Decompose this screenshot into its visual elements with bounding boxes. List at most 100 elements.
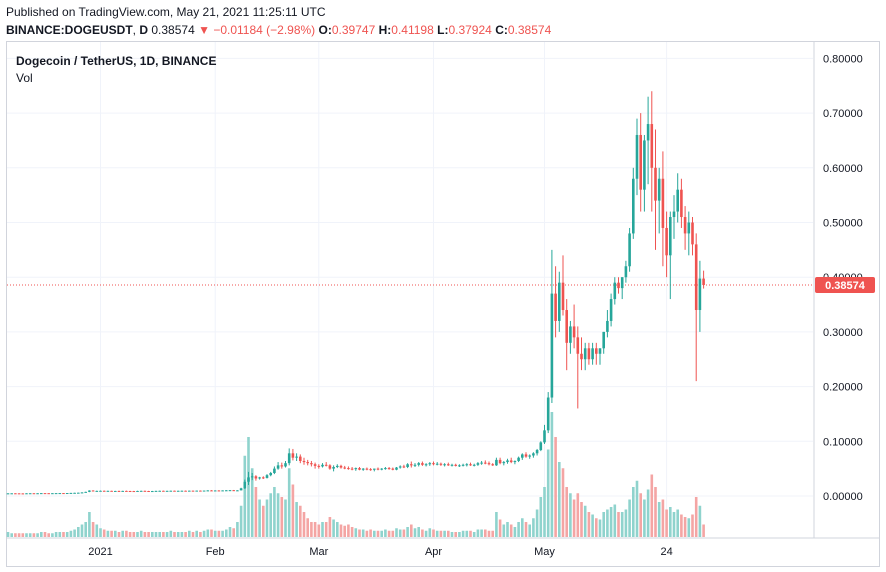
volume-bar	[84, 522, 87, 537]
volume-bar	[676, 509, 679, 537]
candle-body	[306, 462, 309, 464]
volume-bar	[635, 480, 639, 537]
candle-body	[117, 490, 121, 492]
candle-body	[236, 490, 239, 492]
candle-body	[454, 464, 457, 466]
price-tick-label: 0.10000	[823, 436, 863, 448]
candle-body	[232, 490, 235, 492]
volume-bar	[694, 497, 698, 537]
candle-body	[154, 490, 158, 492]
candle-body	[620, 277, 624, 289]
candle-body	[435, 463, 439, 465]
volume-bar	[36, 533, 39, 537]
volume-bar	[609, 507, 613, 537]
volume-bar	[147, 532, 150, 537]
candle-body	[447, 464, 450, 466]
volume-bar	[250, 468, 254, 537]
volume-bar	[28, 533, 32, 537]
candle-body	[646, 124, 650, 141]
candle-body	[62, 493, 65, 495]
volume-bar	[77, 527, 80, 537]
volume-bar	[406, 527, 409, 537]
volume-bar	[317, 524, 321, 537]
candle-body	[358, 468, 361, 470]
candle-body	[380, 468, 383, 470]
candle-body	[472, 464, 476, 466]
volume-bar	[376, 530, 380, 537]
volume-bar	[391, 530, 395, 537]
volume-bar	[106, 530, 110, 537]
candle-body	[14, 493, 17, 495]
candle-body	[373, 468, 376, 470]
candle-body	[417, 463, 420, 465]
high-label: H:	[378, 23, 392, 37]
candle-body	[173, 490, 176, 492]
candle-body	[221, 490, 224, 492]
volume-bar	[151, 532, 154, 537]
volume-bar	[665, 509, 668, 537]
candle-body	[480, 462, 483, 464]
candle-body	[387, 468, 391, 470]
volume-bar	[639, 493, 642, 537]
candle-body	[391, 468, 395, 470]
candle-body	[461, 464, 465, 466]
volume-bar	[509, 524, 513, 537]
candle-body	[339, 465, 343, 468]
candle-body	[213, 490, 217, 492]
symbol-info-bar: BINANCE:DOGEUSDT, D 0.38574 ▼ −0.01184 (…	[6, 23, 552, 37]
candle-body	[202, 490, 206, 492]
volume-bar	[280, 497, 284, 537]
candle-body	[84, 491, 87, 493]
volume-bar	[387, 530, 391, 537]
volume-bar	[299, 505, 302, 537]
candle-body	[324, 464, 328, 466]
volume-bar	[687, 518, 691, 537]
low-label: L:	[437, 23, 449, 37]
volume-bar	[369, 529, 372, 537]
candle-body	[169, 490, 173, 492]
volume-bar	[284, 499, 287, 537]
interval[interactable]: D	[139, 23, 149, 37]
candle-body	[432, 463, 435, 465]
candle-body	[299, 456, 302, 461]
volume-bar	[365, 530, 369, 537]
candle-body	[184, 490, 187, 492]
volume-bar	[165, 532, 169, 537]
candle-body	[550, 293, 554, 398]
volume-bar	[213, 530, 217, 537]
volume-bar	[276, 493, 280, 537]
down-arrow-icon: ▼	[198, 23, 210, 37]
candle-body	[51, 493, 54, 495]
price-tick-label: 0.00000	[823, 491, 863, 503]
time-tick-label: 24	[660, 546, 672, 558]
candle-body	[698, 278, 702, 311]
volume-bar	[262, 505, 265, 537]
candle-body	[136, 490, 139, 492]
volume-bar	[158, 532, 161, 537]
volume-bar	[324, 522, 328, 537]
volume-bar	[125, 530, 128, 537]
volume-bar	[435, 530, 439, 537]
candle-body	[509, 460, 513, 463]
chart-frame[interactable]	[6, 41, 880, 567]
candle-body	[609, 299, 613, 321]
candle-body	[143, 490, 147, 492]
symbol-name[interactable]: BINANCE:DOGEUSDT	[6, 23, 133, 37]
candle-body	[532, 453, 535, 456]
candle-body	[239, 488, 243, 491]
candle-body	[102, 490, 106, 492]
volume-bar	[528, 524, 531, 537]
volume-bar	[380, 530, 383, 537]
volume-bar	[484, 529, 487, 537]
candle-body	[513, 460, 517, 463]
volume-bar	[558, 462, 561, 537]
candle-body	[521, 454, 524, 458]
volume-bar	[95, 524, 99, 537]
candle-body	[421, 463, 424, 465]
candle-body	[195, 490, 198, 492]
volume-bar	[6, 532, 10, 537]
volume-bar	[195, 530, 198, 537]
volume-bar	[221, 530, 224, 537]
volume-bar	[447, 530, 450, 537]
